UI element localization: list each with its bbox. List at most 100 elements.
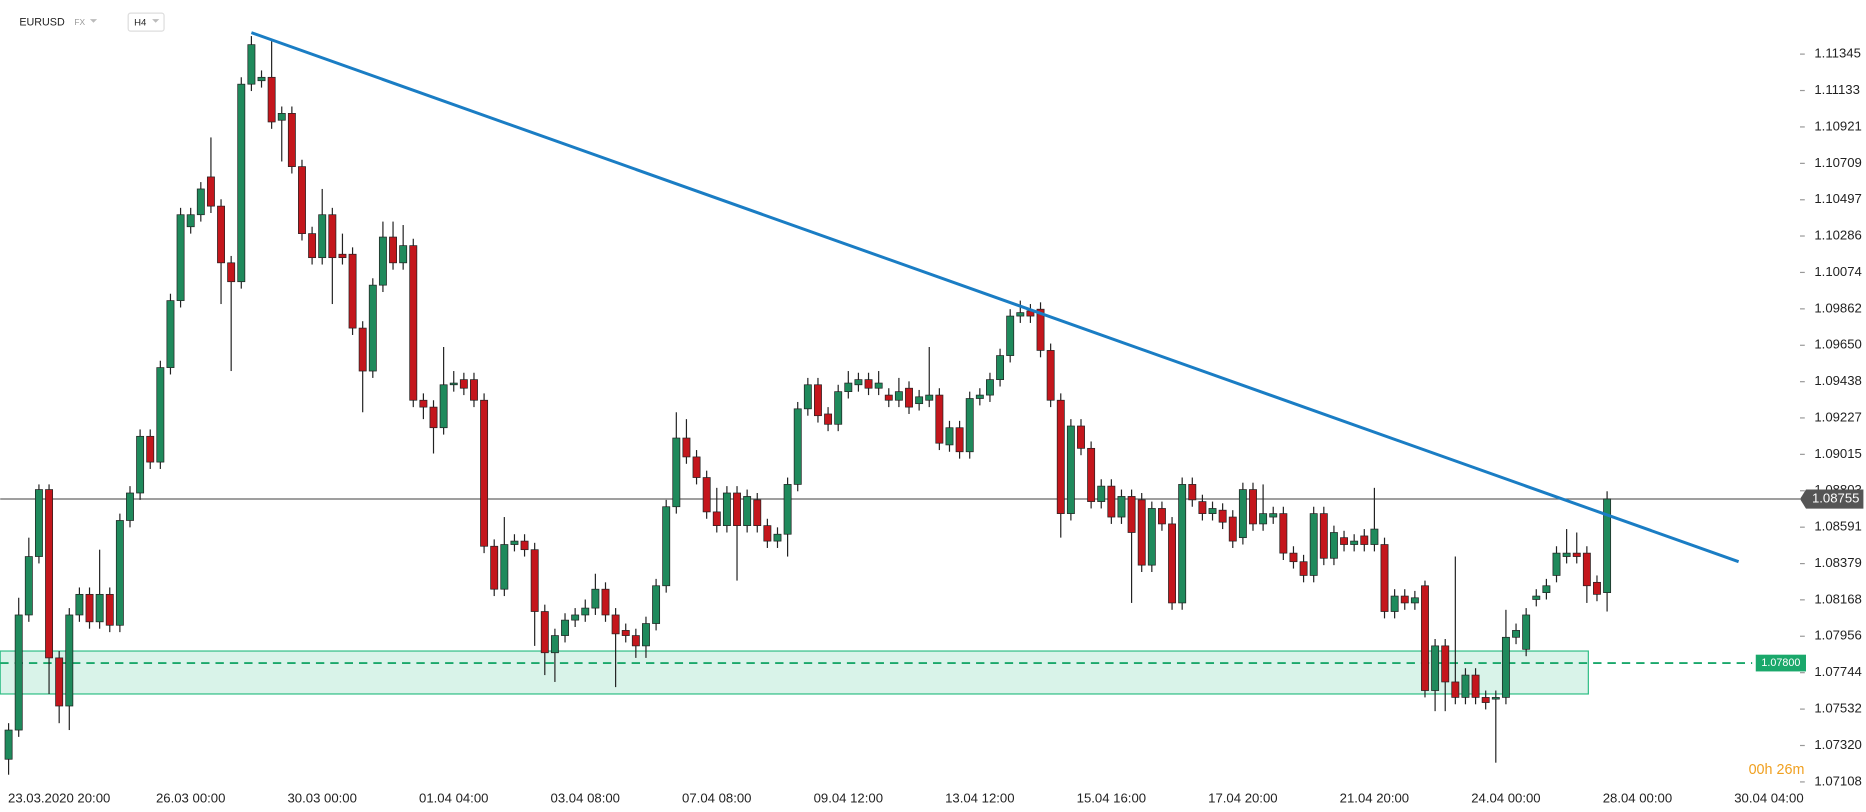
candle-body-down bbox=[1077, 425, 1085, 449]
candle-body-up bbox=[237, 83, 246, 283]
current-price-label: 1.08755 bbox=[1812, 490, 1860, 505]
candle-body-down bbox=[1087, 447, 1096, 502]
candle-body-down bbox=[530, 549, 539, 612]
y-tick-label: 1.09227 bbox=[1814, 409, 1862, 424]
candle-body-up bbox=[1117, 496, 1126, 518]
candle-body-up bbox=[662, 506, 671, 587]
candle-body-down bbox=[935, 394, 944, 444]
candle-body-up bbox=[95, 593, 104, 623]
candle-body-up bbox=[1370, 528, 1379, 545]
x-tick-label: 07.04 08:00 bbox=[682, 790, 751, 805]
candle-body-up bbox=[743, 496, 752, 526]
candle-body-down bbox=[45, 489, 54, 659]
candle-body-down bbox=[1582, 552, 1591, 587]
candle-body-up bbox=[1501, 636, 1510, 698]
candle-body-up bbox=[1461, 674, 1470, 698]
candle-body-up bbox=[1147, 508, 1156, 566]
candle-body-up bbox=[1309, 513, 1318, 576]
candle-body-down bbox=[682, 437, 691, 458]
candle-body-down bbox=[1421, 585, 1429, 691]
dropdown-icon[interactable] bbox=[89, 19, 98, 23]
current-price-tag bbox=[1800, 489, 1864, 509]
candle-body-up bbox=[591, 588, 600, 609]
candle-body-up bbox=[186, 214, 195, 228]
candle-body-up bbox=[996, 355, 1005, 380]
candle-body-down bbox=[1319, 513, 1328, 559]
candle-body-down bbox=[358, 327, 367, 372]
candle-body-up bbox=[1390, 595, 1399, 612]
candle-body-up bbox=[925, 394, 934, 401]
candle-body-up bbox=[1006, 315, 1015, 356]
market: FX bbox=[74, 17, 85, 27]
candle-body-up bbox=[136, 435, 145, 494]
timeframe[interactable]: H4 bbox=[134, 17, 147, 28]
y-tick-label: 1.08591 bbox=[1814, 519, 1862, 534]
x-tick-label: 01.04 04:00 bbox=[419, 790, 488, 805]
support-zone bbox=[0, 650, 1589, 695]
candle-body-down bbox=[328, 214, 337, 259]
candle-body-down bbox=[1380, 544, 1389, 612]
candle-body-down bbox=[1471, 674, 1480, 698]
y-tick-label: 1.09862 bbox=[1814, 300, 1862, 315]
candle-body-up bbox=[166, 300, 175, 368]
y-tick-label: 1.08379 bbox=[1814, 555, 1862, 570]
candle-body-up bbox=[986, 379, 994, 396]
candle-body-down bbox=[601, 588, 610, 616]
candle-body-down bbox=[227, 262, 236, 283]
candle-body-up bbox=[915, 396, 924, 405]
dropdown-icon[interactable] bbox=[152, 19, 160, 23]
candle-body-down bbox=[1036, 308, 1045, 351]
candle-body-down bbox=[763, 525, 772, 542]
candle-body-down bbox=[389, 236, 397, 264]
candle-body-up bbox=[561, 619, 569, 636]
candle-body-up bbox=[449, 382, 458, 386]
candle-body-down bbox=[1157, 508, 1166, 525]
candle-body-up bbox=[894, 391, 903, 401]
candle-body-up bbox=[965, 398, 974, 453]
candle-body-down bbox=[814, 384, 822, 417]
candle-body-up bbox=[854, 379, 863, 386]
x-tick-label: 24.04 00:00 bbox=[1471, 790, 1540, 805]
candle-body-up bbox=[1552, 552, 1561, 576]
candle-body-down bbox=[1360, 535, 1369, 545]
candle-body-up bbox=[773, 533, 782, 542]
candle-body-up bbox=[945, 427, 954, 446]
x-tick-label: 28.04 00:00 bbox=[1603, 790, 1672, 805]
candle-body-down bbox=[1107, 485, 1116, 518]
y-tick-label: 1.07108 bbox=[1814, 773, 1862, 788]
candle-body-up bbox=[1329, 532, 1338, 559]
candle-body-up bbox=[34, 489, 43, 557]
x-tick-label: 21.04 20:00 bbox=[1340, 790, 1409, 805]
candle-body-down bbox=[1289, 552, 1298, 563]
timeframe-box[interactable] bbox=[127, 12, 165, 32]
candle-body-down bbox=[1279, 513, 1288, 554]
candle-body-down bbox=[1441, 645, 1450, 683]
candle-body-down bbox=[146, 435, 155, 463]
candle-body-up bbox=[439, 384, 448, 429]
x-tick-label: 13.04 12:00 bbox=[945, 790, 1014, 805]
candle-body-up bbox=[1532, 595, 1541, 600]
x-tick-label: 15.04 16:00 bbox=[1077, 790, 1146, 805]
candle-body-down bbox=[459, 379, 468, 389]
candle-body-up bbox=[115, 520, 124, 626]
candle-body-down bbox=[287, 113, 296, 167]
candle-body-down bbox=[1451, 681, 1460, 698]
candle-body-up bbox=[1259, 513, 1268, 525]
candle-body-down bbox=[1168, 523, 1177, 604]
candle-body-up bbox=[1097, 485, 1106, 502]
candle-body-down bbox=[884, 394, 893, 401]
x-tick-label: 30.03 00:00 bbox=[288, 790, 357, 805]
candle-body-up bbox=[1491, 697, 1500, 700]
y-tick-label: 1.10921 bbox=[1814, 118, 1862, 133]
candle-body-up bbox=[874, 382, 883, 389]
candle-body-up bbox=[24, 556, 33, 616]
candle-body-up bbox=[126, 492, 134, 521]
candle-body-down bbox=[470, 379, 478, 401]
candle-body-down bbox=[85, 593, 94, 623]
candle-body-up bbox=[510, 540, 519, 545]
candle-body-up bbox=[4, 729, 13, 760]
candle-body-up bbox=[793, 408, 802, 485]
y-tick-label: 1.08168 bbox=[1814, 591, 1862, 606]
candle-body-down bbox=[864, 379, 873, 389]
